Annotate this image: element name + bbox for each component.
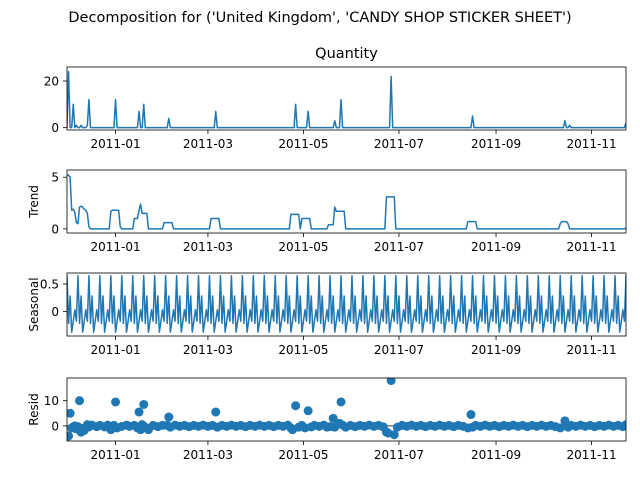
- decomposition-panels: Quantity 0 20 2011-01 2011-03 2011-05 2011-07 2…: [27, 46, 627, 462]
- x-tick-label: 2011-05: [278, 343, 328, 357]
- resid-point: [67, 431, 74, 441]
- y-tick-label: 0: [51, 222, 59, 236]
- resid-point: [303, 406, 313, 416]
- seasonal-frame: [66, 272, 627, 337]
- resid-point: [75, 396, 85, 406]
- seasonal-ylabel: Seasonal: [27, 277, 41, 331]
- x-tick-label: 2011-03: [183, 343, 233, 357]
- x-tick-label: 2011-09: [471, 240, 521, 254]
- figure-suptitle: Decomposition for ('United Kingdom', 'CA…: [68, 10, 571, 26]
- resid-point: [111, 397, 121, 407]
- y-tick-label: 10: [44, 394, 59, 408]
- x-tick-label: 2011-03: [183, 240, 233, 254]
- resid-point: [389, 430, 399, 440]
- resid-point: [211, 407, 221, 417]
- x-tick-label: 2011-07: [374, 240, 424, 254]
- y-tick-label: 20: [44, 75, 59, 89]
- x-tick-label: 2011-07: [374, 137, 424, 151]
- resid-frame: [66, 377, 627, 442]
- resid-point: [386, 378, 396, 386]
- x-tick-label: 2011-03: [183, 137, 233, 151]
- quantity-panel: Quantity 0 20 2011-01 2011-03 2011-05 2011-07 2…: [44, 46, 627, 151]
- resid-point: [67, 408, 75, 418]
- x-tick-label: 2011-09: [471, 448, 521, 462]
- trend-ylabel: Trend: [27, 185, 41, 219]
- trend-line: [67, 174, 626, 230]
- x-tick-label: 2011-11: [566, 240, 616, 254]
- y-tick-label: 0: [51, 305, 59, 319]
- x-tick-label: 2011-09: [471, 343, 521, 357]
- x-tick-label: 2011-11: [566, 137, 616, 151]
- x-tick-label: 2011-05: [278, 448, 328, 462]
- y-tick-label: 5: [51, 171, 59, 185]
- seasonal-line: [67, 274, 626, 333]
- resid-point: [164, 412, 174, 422]
- quantity-line: [67, 70, 626, 129]
- x-tick-label: 2011-01: [90, 448, 140, 462]
- quantity-title: Quantity: [315, 46, 378, 62]
- y-tick-label: 0: [51, 419, 59, 433]
- resid-data: [67, 378, 626, 441]
- x-tick-label: 2011-11: [566, 448, 616, 462]
- resid-point: [134, 407, 144, 417]
- x-tick-label: 2011-01: [90, 343, 140, 357]
- resid-point: [555, 423, 565, 433]
- y-tick-label: 0.5: [40, 277, 59, 291]
- resid-point: [621, 420, 626, 430]
- x-tick-label: 2011-09: [471, 137, 521, 151]
- x-tick-label: 2011-05: [278, 137, 328, 151]
- x-tick-label: 2011-07: [374, 448, 424, 462]
- quantity-frame: [66, 66, 627, 131]
- x-tick-label: 2011-01: [90, 240, 140, 254]
- resid-point: [139, 399, 149, 409]
- resid-point: [328, 413, 338, 423]
- seasonal-data: [67, 274, 626, 333]
- trend-frame: [66, 169, 627, 234]
- y-tick-label: 0: [51, 121, 59, 135]
- trend-panel: Trend 0 5 2011-01 2011-03 2011-05 2011-07 2011-…: [27, 169, 627, 254]
- resid-panel: Resid 0 10 2011-01 2011-03 2011-05 2011-07 2011…: [27, 377, 627, 462]
- trend-data: [67, 174, 626, 230]
- x-tick-label: 2011-11: [566, 343, 616, 357]
- x-tick-label: 2011-07: [374, 343, 424, 357]
- resid-point: [291, 401, 301, 411]
- x-tick-label: 2011-01: [90, 137, 140, 151]
- resid-ylabel: Resid: [27, 393, 41, 425]
- resid-point: [466, 410, 476, 420]
- resid-point: [336, 397, 346, 407]
- x-tick-label: 2011-05: [278, 240, 328, 254]
- x-tick-label: 2011-03: [183, 448, 233, 462]
- quantity-data: [67, 70, 626, 129]
